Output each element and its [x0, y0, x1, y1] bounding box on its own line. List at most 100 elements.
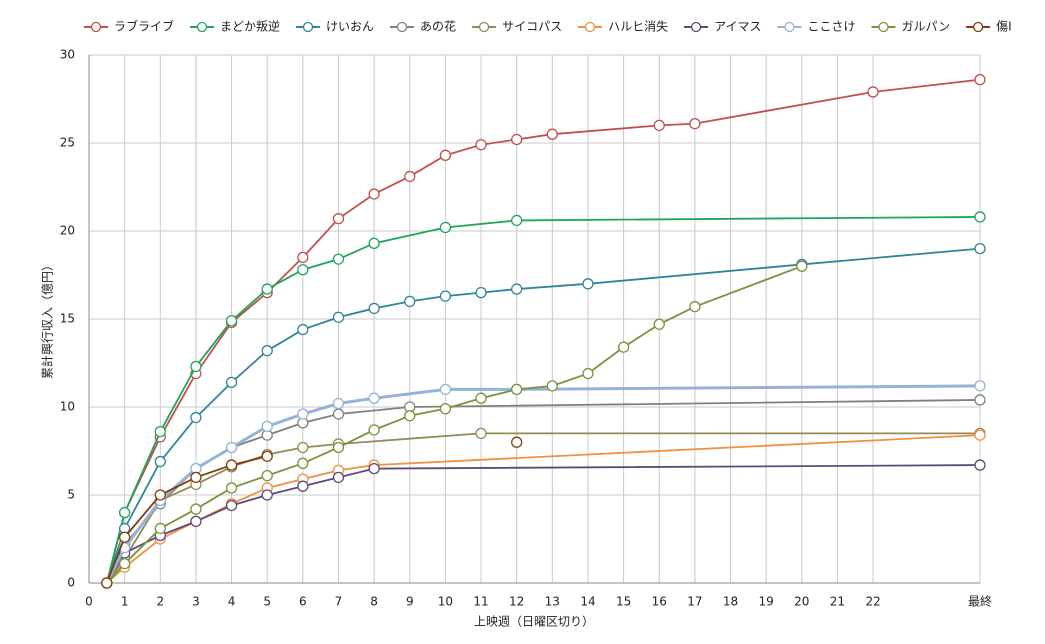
legend-label: けいおん	[326, 20, 374, 34]
data-point	[261, 420, 273, 433]
data-point	[225, 499, 238, 512]
data-point	[796, 260, 808, 272]
legend-label: サイコパス	[502, 20, 562, 34]
x-tick-label: 16	[652, 595, 667, 609]
x-tick-label: 11	[473, 595, 488, 609]
x-tick-label: 7	[335, 595, 343, 609]
y-tick-label: 5	[67, 488, 75, 502]
x-tick-label: 20	[794, 595, 809, 609]
data-point	[368, 462, 380, 475]
y-tick-label: 30	[60, 48, 75, 62]
data-point	[118, 506, 131, 519]
data-point	[653, 119, 665, 132]
x-tick-label: 14	[580, 595, 595, 609]
data-point	[190, 471, 202, 484]
x-tick-label: 17	[687, 595, 702, 609]
y-tick-label: 20	[60, 224, 75, 238]
data-point	[297, 457, 309, 469]
data-point	[974, 459, 986, 471]
data-point	[190, 360, 202, 373]
data-point	[439, 383, 452, 396]
y-axis-title: 累計興行収入（億円）	[40, 259, 55, 379]
data-point	[689, 117, 701, 130]
data-point	[475, 286, 487, 299]
legend-marker	[302, 21, 314, 33]
data-point	[439, 290, 452, 302]
data-point	[332, 253, 345, 265]
data-point	[225, 482, 238, 494]
data-point	[974, 394, 986, 406]
data-point	[190, 515, 202, 528]
data-point	[297, 408, 309, 420]
series-line	[106, 399, 981, 584]
data-point	[974, 242, 986, 255]
legend-label: 傷Ⅰ	[996, 19, 1012, 34]
data-point	[974, 429, 986, 441]
data-point	[511, 283, 523, 295]
data-point	[511, 383, 523, 396]
data-point	[511, 214, 523, 227]
data-point	[101, 577, 113, 589]
series-line	[105, 384, 981, 584]
data-point	[154, 425, 166, 438]
data-point	[439, 221, 452, 234]
data-point	[404, 410, 416, 422]
legend-marker	[196, 21, 208, 33]
data-point	[475, 139, 487, 151]
data-point	[154, 489, 166, 501]
x-tick-label: 2	[156, 595, 164, 609]
legend-label: ハルヒ消失	[608, 19, 668, 34]
data-point	[368, 188, 380, 200]
y-tick-label: 15	[60, 312, 75, 326]
x-tick-label: 22	[865, 595, 880, 609]
data-point	[332, 441, 345, 454]
data-point	[261, 283, 273, 295]
data-point	[118, 531, 131, 543]
y-tick-label: 0	[67, 576, 75, 590]
x-tick-label: 13	[545, 595, 560, 609]
x-tick-label: 最終	[968, 594, 992, 609]
data-point	[297, 264, 309, 276]
x-axis-title: 上映週（日曜区切り）	[474, 615, 594, 629]
legend-marker	[396, 21, 408, 33]
data-point	[368, 424, 380, 436]
legend-label: ここさけ	[808, 20, 856, 34]
data-point	[154, 522, 166, 535]
data-point	[332, 311, 345, 323]
data-point	[653, 318, 665, 330]
data-point	[867, 86, 879, 98]
data-point	[225, 376, 238, 389]
data-point	[261, 450, 273, 462]
data-point	[190, 503, 202, 515]
legend-label: ラブライブ	[114, 19, 174, 34]
y-tick-label: 10	[60, 400, 75, 414]
data-point	[404, 170, 416, 183]
x-tick-label: 19	[759, 595, 774, 609]
series-line	[106, 464, 981, 584]
data-point	[439, 403, 452, 415]
x-tick-label: 6	[299, 595, 307, 609]
data-point	[261, 469, 273, 482]
legend-marker	[90, 21, 102, 33]
series-line	[106, 434, 981, 584]
x-tick-label: 12	[509, 595, 524, 609]
series-line	[105, 216, 981, 584]
data-point	[332, 471, 345, 484]
x-tick-label: 5	[263, 595, 271, 609]
legend-marker	[584, 21, 596, 33]
legend-marker	[784, 21, 795, 33]
data-point	[261, 345, 273, 357]
legend-label: ガルパン	[902, 20, 951, 34]
legend-label: まどか叛逆	[220, 19, 280, 34]
data-point	[297, 251, 309, 264]
data-point	[511, 133, 523, 146]
series-line	[105, 78, 981, 584]
data-point	[297, 441, 309, 454]
data-point	[475, 392, 487, 404]
y-tick-label: 25	[60, 136, 75, 150]
data-point	[261, 489, 273, 501]
x-tick-label: 15	[616, 595, 631, 609]
data-point	[582, 367, 594, 380]
data-point	[297, 480, 309, 492]
